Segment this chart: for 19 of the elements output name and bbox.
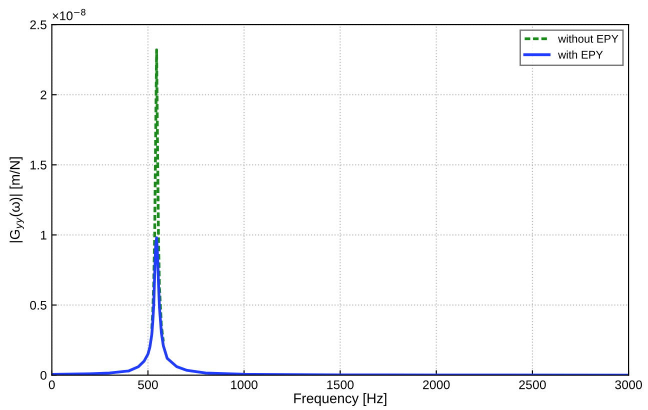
y-tick-label: 1.5 [30, 160, 46, 170]
y-tick-label: 0 [40, 370, 46, 380]
x-tick-label: 3000 [615, 380, 642, 390]
legend-label: with EPY [558, 50, 603, 59]
x-tick-label: 2500 [519, 380, 546, 390]
text: ×10$^{−8}$ [52, 8, 86, 20]
line-series [150, 48, 165, 343]
x-tick-label: 2000 [423, 380, 450, 390]
y-tick-label: 0.5 [30, 300, 46, 310]
y-tick-label: 2 [40, 90, 46, 100]
y-axis-title: |G$_{yy}$(ω)| [m/N] [10, 157, 24, 242]
legend-label: without EPY [558, 34, 618, 43]
y-tick-label: 1 [40, 230, 46, 240]
x-tick-label: 500 [138, 380, 158, 390]
y-tick-label: 2.5 [30, 20, 46, 30]
x-tick-label: 1500 [327, 380, 354, 390]
x-tick-label: 0 [48, 380, 55, 390]
x-tick-label: 1000 [231, 380, 258, 390]
x-axis-title: Frequency [Hz] [294, 393, 386, 406]
